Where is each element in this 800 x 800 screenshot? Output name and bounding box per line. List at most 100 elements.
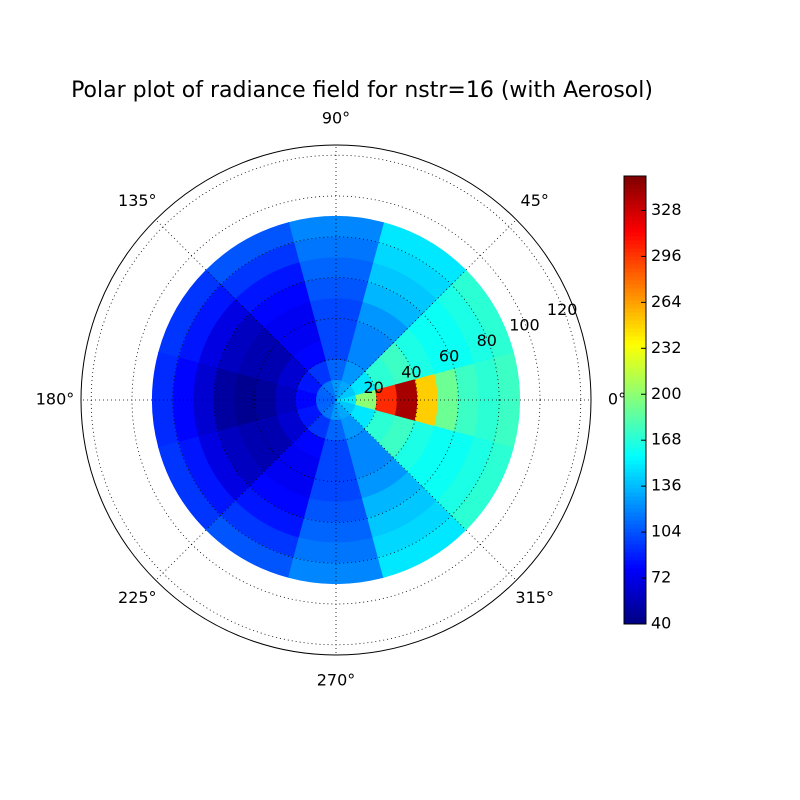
colorbar-band — [624, 320, 646, 325]
colorbar-band — [624, 516, 646, 521]
colorbar-band — [624, 584, 646, 589]
colorbar-band — [624, 200, 646, 205]
colorbar-band — [624, 468, 646, 473]
colorbar-band — [624, 504, 646, 509]
colorbar-band — [624, 600, 646, 605]
colorbar-band — [624, 340, 646, 345]
radial-tick-label: 40 — [401, 362, 421, 381]
colorbar-band — [624, 184, 646, 189]
colorbar-tick-label: 200 — [651, 384, 682, 403]
colorbar-band — [624, 580, 646, 585]
colorbar-band — [624, 308, 646, 313]
angle-tick-label: 45° — [521, 191, 549, 210]
colorbar-band — [624, 292, 646, 297]
colorbar-band — [624, 360, 646, 365]
colorbar-band — [624, 484, 646, 489]
angle-tick-label: 225° — [118, 588, 157, 607]
radiance-cell — [303, 498, 369, 523]
colorbar-tick-label: 104 — [651, 522, 682, 541]
colorbar-band — [624, 596, 646, 601]
colorbar-band — [624, 300, 646, 305]
colorbar-band — [624, 248, 646, 253]
colorbar-band — [624, 212, 646, 217]
colorbar-band — [624, 384, 646, 389]
radiance-cell — [434, 367, 459, 433]
angular-grid-line — [155, 399, 337, 581]
chart-title: Polar plot of radiance field for nstr=16… — [71, 78, 653, 103]
colorbar-band — [624, 336, 646, 341]
colorbar-band — [624, 460, 646, 465]
radial-grid-line — [213, 277, 459, 523]
colorbar-band — [624, 344, 646, 349]
colorbar-band — [624, 524, 646, 529]
colorbar-band — [624, 508, 646, 513]
colorbar-band — [624, 436, 646, 441]
radiance-cell — [450, 441, 514, 531]
colorbar-band — [624, 196, 646, 201]
radial-tick-label: 60 — [439, 347, 459, 366]
colorbar-tick-label: 328 — [651, 200, 682, 219]
radiance-cell — [314, 317, 358, 342]
radiance-cell — [314, 458, 358, 483]
colorbar-band — [624, 272, 646, 277]
colorbar-band — [624, 548, 646, 553]
colorbar-band — [624, 452, 646, 457]
colorbar-band — [624, 372, 646, 377]
colorbar-band — [624, 204, 646, 209]
radial-tick-label: 100 — [509, 315, 540, 334]
colorbar-band — [624, 316, 646, 321]
colorbar-band — [624, 192, 646, 197]
angle-tick-label: 315° — [515, 588, 554, 607]
radiance-cell — [253, 378, 278, 422]
radial-grid-line — [253, 317, 418, 482]
colorbar-band — [624, 260, 646, 265]
angle-tick-label: 90° — [322, 109, 350, 128]
colorbar-band — [624, 388, 646, 393]
colorbar-band — [624, 620, 646, 625]
colorbar-band — [624, 176, 646, 181]
colorbar-tick-label: 72 — [651, 568, 671, 587]
colorbar-tick-label: 232 — [651, 338, 682, 357]
radial-tick-label: 80 — [477, 331, 497, 350]
colorbar-band — [624, 188, 646, 193]
colorbar-band — [624, 492, 646, 497]
colorbar-band — [624, 356, 646, 361]
colorbar-band — [624, 472, 646, 477]
colorbar-band — [624, 496, 646, 501]
colorbar-band — [624, 424, 646, 429]
colorbar-band — [624, 276, 646, 281]
colorbar-band — [624, 264, 646, 269]
radiance-cell — [414, 373, 439, 427]
colorbar-band — [624, 528, 646, 533]
colorbar-band — [624, 432, 646, 437]
colorbar-band — [624, 228, 646, 233]
colorbar-band — [624, 588, 646, 593]
colorbar-band — [624, 536, 646, 541]
colorbar-band — [624, 532, 646, 537]
colorbar-band — [624, 564, 646, 569]
colorbar-band — [624, 560, 646, 565]
colorbar-band — [624, 348, 646, 353]
colorbar-band — [624, 256, 646, 261]
colorbar-band — [624, 232, 646, 237]
radiance-cell — [394, 378, 419, 422]
colorbar-band — [624, 420, 646, 425]
colorbar-band — [624, 556, 646, 561]
polar-frame — [80, 144, 592, 656]
colorbar-band — [624, 224, 646, 229]
colorbar-band — [624, 464, 646, 469]
colorbar-band — [624, 304, 646, 309]
colorbar-band — [624, 540, 646, 545]
colorbar-band — [624, 476, 646, 481]
angle-tick-label: 135° — [118, 191, 157, 210]
colorbar-tick-label: 168 — [651, 430, 682, 449]
colorbar-band — [624, 236, 646, 241]
radial-grid-line — [172, 236, 500, 564]
angular-grid-line — [335, 219, 517, 401]
radiance-cell — [309, 478, 363, 503]
colorbar-band — [624, 312, 646, 317]
colorbar-band — [624, 400, 646, 405]
colorbar-band — [624, 608, 646, 613]
angle-tick-label: 0° — [608, 390, 626, 409]
colorbar-band — [624, 208, 646, 213]
